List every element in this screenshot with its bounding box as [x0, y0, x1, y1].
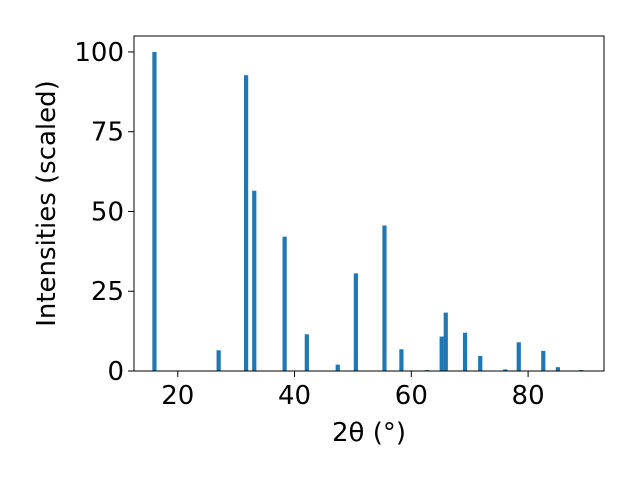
- bar: [478, 356, 483, 371]
- bar: [503, 369, 508, 371]
- y-tick-label: 0: [107, 357, 124, 387]
- axes-layer: [133, 35, 605, 372]
- x-axis-label: 2θ (°): [332, 418, 406, 448]
- y-tick-label: 50: [91, 197, 124, 227]
- bar: [462, 332, 468, 371]
- bar: [335, 364, 340, 371]
- x-tick-label: 20: [161, 381, 194, 411]
- bar: [541, 350, 546, 371]
- bar: [443, 312, 448, 371]
- bar: [282, 236, 287, 371]
- bar: [304, 334, 309, 371]
- y-axis-ticks: 0 25 50 75 100: [74, 38, 134, 387]
- x-axis-ticks: 20 40 60 80: [161, 371, 545, 411]
- x-tick-label: 40: [278, 381, 311, 411]
- bar: [152, 51, 157, 371]
- bar: [382, 225, 387, 371]
- x-tick-label: 80: [512, 381, 545, 411]
- bar: [243, 75, 249, 371]
- y-tick-label: 100: [74, 38, 124, 68]
- plot-area-frame: [133, 35, 605, 372]
- bar: [439, 336, 444, 371]
- bar: [353, 273, 358, 371]
- bar: [216, 350, 221, 371]
- y-axis-label: Intensities (scaled): [32, 80, 62, 327]
- bars-layer: [152, 51, 584, 371]
- y-tick-label: 25: [91, 277, 124, 307]
- y-tick-label: 75: [91, 118, 124, 148]
- bar: [399, 349, 404, 371]
- bar: [516, 342, 521, 371]
- bar: [555, 367, 560, 371]
- bar: [252, 190, 257, 371]
- x-tick-label: 60: [395, 381, 428, 411]
